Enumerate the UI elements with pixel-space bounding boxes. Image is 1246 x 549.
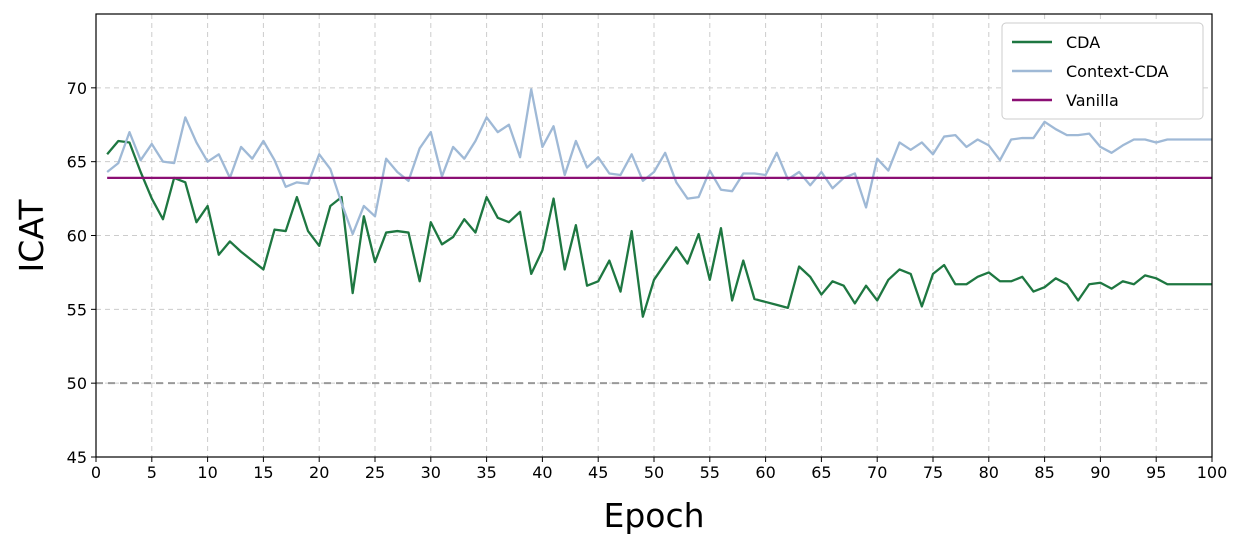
series-line-cda	[106, 139, 1212, 318]
x-tick-label: 40	[532, 463, 552, 482]
x-tick-label: 85	[1034, 463, 1054, 482]
y-tick-label: 50	[67, 374, 87, 393]
x-axis-ticks: 0 5 10 15 20 25 30 35 40 45 50 55 60 65 70 75 80 85 90 95 10…	[91, 457, 1227, 482]
x-tick-label: 0	[91, 463, 101, 482]
x-tick-label: 25	[365, 463, 385, 482]
y-axis-title: ICAT	[12, 199, 51, 273]
x-tick-label: 75	[923, 463, 943, 482]
legend: CDA Context-CDA Vanilla	[1001, 22, 1204, 120]
x-tick-label: 20	[309, 463, 329, 482]
y-tick-label: 55	[67, 300, 87, 319]
x-tick-label: 5	[147, 463, 157, 482]
y-axis-ticks: 45 50 55 60 65 70	[67, 79, 96, 467]
x-tick-label: 65	[811, 463, 831, 482]
x-axis-title: Epoch	[603, 496, 704, 535]
y-tick-label: 70	[67, 79, 87, 98]
series-lines	[106, 88, 1212, 318]
y-tick-label: 65	[67, 153, 87, 172]
legend-label-cda: CDA	[1066, 33, 1100, 52]
x-tick-label: 95	[1146, 463, 1166, 482]
x-tick-label: 70	[867, 463, 887, 482]
series-line-context-cda	[106, 88, 1212, 236]
x-tick-label: 45	[588, 463, 608, 482]
x-tick-label: 80	[979, 463, 999, 482]
legend-label-vanilla: Vanilla	[1066, 91, 1119, 110]
x-tick-label: 50	[644, 463, 664, 482]
y-tick-label: 45	[67, 448, 87, 467]
x-tick-label: 60	[755, 463, 775, 482]
x-tick-label: 30	[421, 463, 441, 482]
x-tick-label: 100	[1197, 463, 1228, 482]
x-tick-label: 55	[700, 463, 720, 482]
x-tick-label: 10	[197, 463, 217, 482]
legend-box	[1001, 22, 1204, 120]
x-tick-label: 35	[476, 463, 496, 482]
legend-label-context-cda: Context-CDA	[1066, 62, 1169, 81]
y-tick-label: 60	[67, 227, 87, 246]
x-tick-label: 90	[1090, 463, 1110, 482]
x-tick-label: 15	[253, 463, 273, 482]
